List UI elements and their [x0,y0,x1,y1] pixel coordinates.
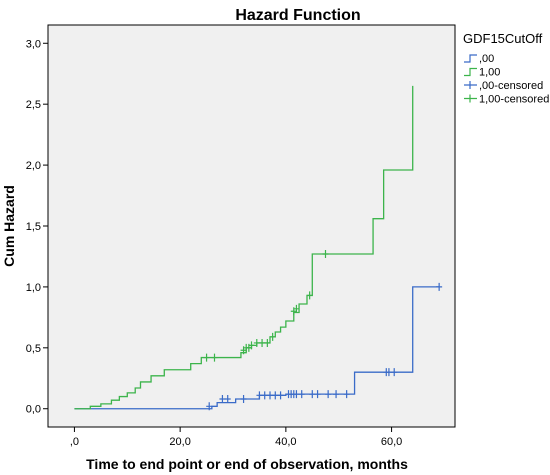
legend-label: ,00 [479,53,494,65]
censor-mark [269,332,276,341]
legend-entry: ,00 [464,53,494,65]
censor-mark [277,391,284,400]
x-axis-label: Time to end point or end of observation,… [86,456,408,472]
chart-title: Hazard Function [235,7,360,24]
y-tick-label: 1,0 [26,282,41,294]
legend-label: 1,00-censored [479,94,549,106]
censor-mark [240,394,247,403]
censor-mark [203,353,210,362]
censor-mark [322,250,329,259]
legend-entry: ,00-censored [464,80,543,92]
y-tick-label: 1,5 [26,221,41,233]
legend-swatch-censor [464,94,477,103]
legend-entries: ,00 1,00,00-censored 1,00-censored [464,53,549,106]
censor-mark [248,341,255,350]
y-axis-label: Cum Hazard [1,185,17,267]
x-tick-label: 60,0 [381,436,402,448]
legend-swatch-censor [464,81,477,89]
legend-entry: 1,00-censored [464,94,549,106]
censor-mark [211,353,218,362]
censor-mark [385,368,392,377]
censor-mark [206,402,213,411]
censor-mark [293,304,300,313]
y-tick-label: 2,0 [26,160,41,172]
censor-mark [267,391,273,400]
censor-mark [333,390,340,399]
series-group-100 [74,85,414,410]
censor-mark [219,394,226,403]
censor-mark [259,338,266,347]
legend-swatch-step [464,54,477,63]
plot-area [47,24,456,428]
censor-mark [306,291,313,300]
censor-mark [261,391,268,400]
censor-mark [272,391,279,400]
x-tick-label: 40,0 [275,436,296,448]
censor-mark [264,338,271,347]
y-tick-label: 0,5 [26,343,41,355]
censor-mark [293,390,300,399]
censor-mark [343,390,350,399]
censor-mark [253,338,260,347]
censor-mark [436,282,443,291]
series-group-00 [74,282,443,411]
y-axis: 0,0 0,5 1,0 1,5 2,0 2,5 3,0 [26,38,48,416]
y-tick-label: 0,0 [26,404,41,416]
plot-series [74,85,443,411]
legend-entry: 1,00 [464,67,500,79]
x-axis: ,0 20,0 40,0 60,0 [70,427,402,448]
legend-label: ,00-censored [479,80,543,92]
censor-mark [391,368,398,377]
censor-mark [224,394,231,403]
y-tick-label: 3,0 [26,38,41,50]
censor-mark [325,390,332,399]
censor-mark [314,390,321,399]
censor-mark [298,390,305,399]
legend-swatch-step [464,67,477,77]
legend: GDF15CutOff ,00 1,00,00-censored 1,00-cens… [463,31,549,106]
legend-title: GDF15CutOff [463,31,543,46]
censor-mark [256,391,263,400]
x-tick-label: ,0 [70,436,79,448]
x-tick-label: 20,0 [169,436,190,448]
censor-mark [309,390,316,399]
legend-label: 1,00 [479,67,500,79]
y-tick-label: 2,5 [26,99,41,111]
